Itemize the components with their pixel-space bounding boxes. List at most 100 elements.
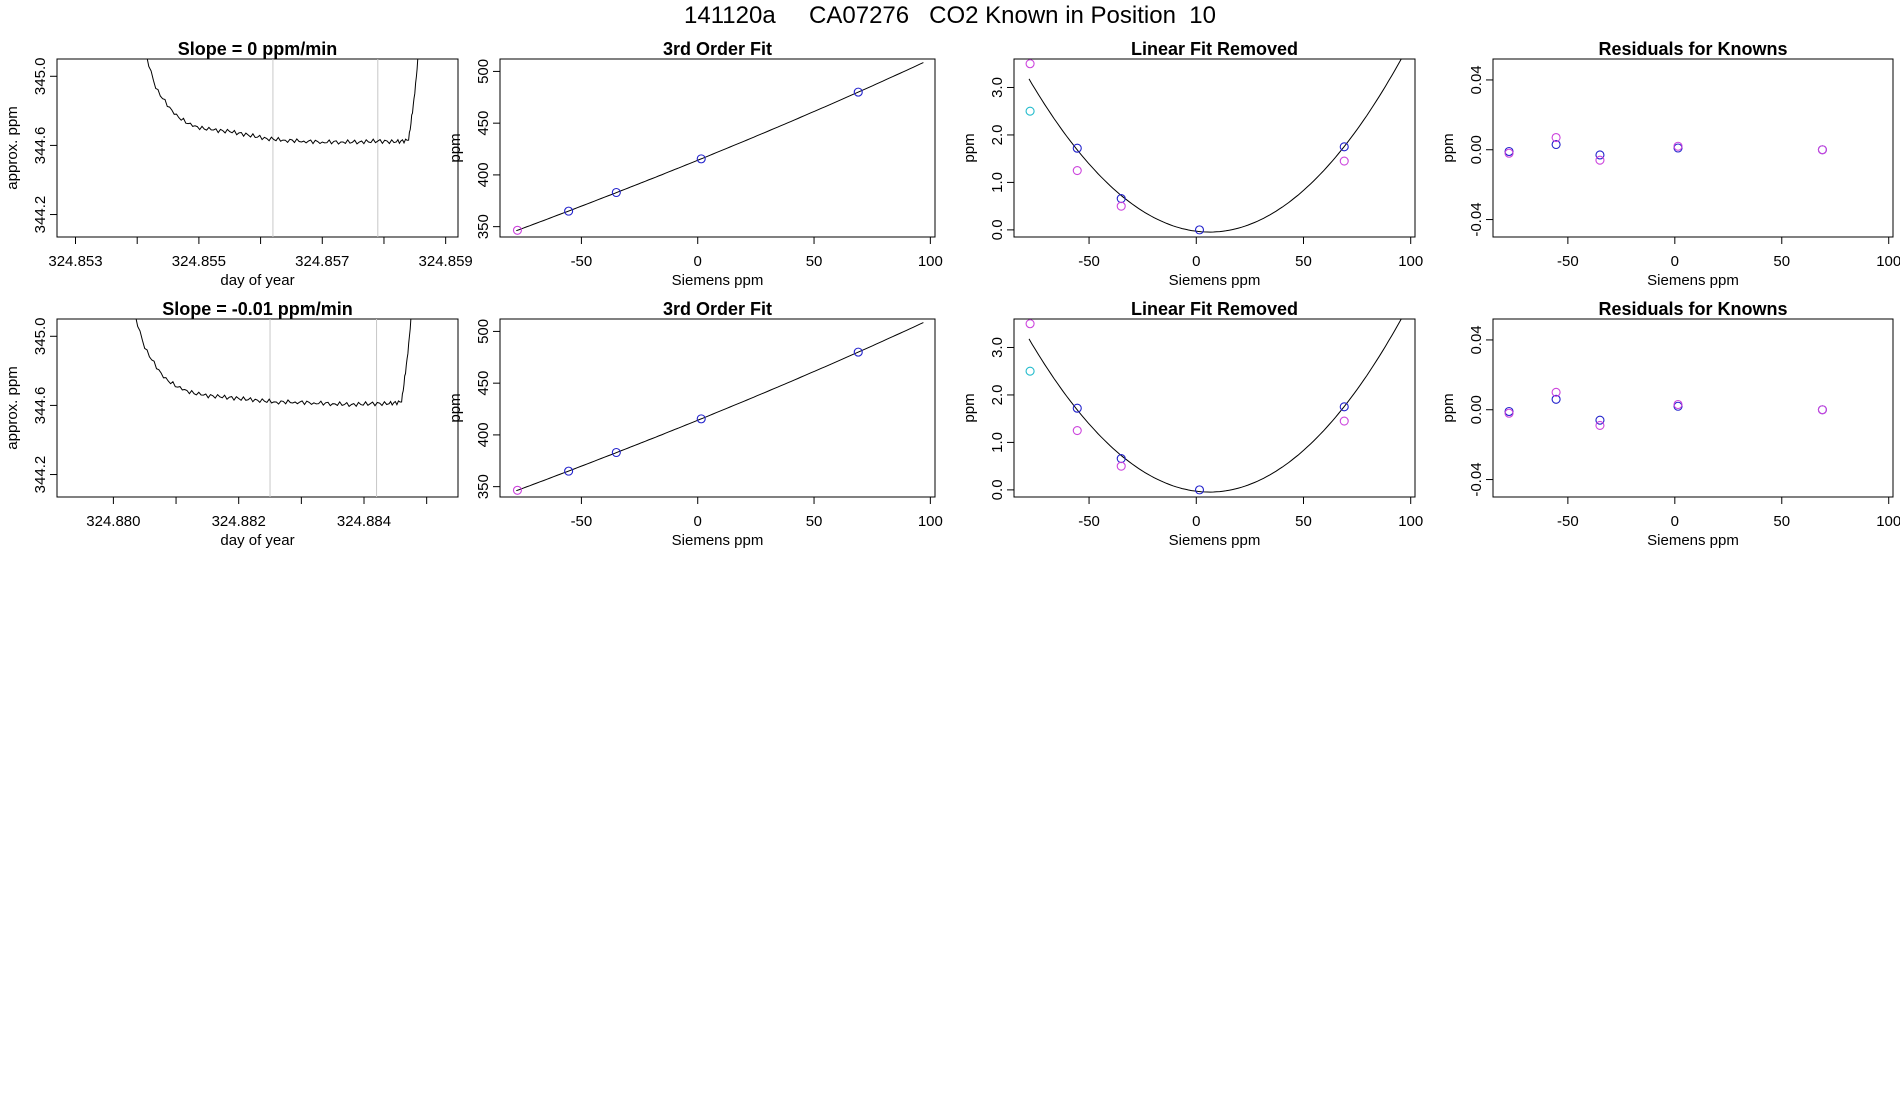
y-tick-label: 400 — [475, 422, 492, 447]
x-axis-label: Siemens ppm — [1647, 532, 1739, 549]
x-tick-label: 324.880 — [86, 513, 140, 530]
plot-area — [512, 322, 924, 495]
x-tick-label: 100 — [1398, 253, 1423, 270]
x-tick-label: 50 — [1773, 513, 1790, 530]
x-tick-label: -50 — [571, 253, 593, 270]
x-tick-label: 100 — [1876, 513, 1900, 530]
data-point — [512, 485, 522, 495]
data-point — [1116, 461, 1126, 471]
panel-linear-removed-1: Linear Fit Removed -50 0 50 100 0.0 1.0 2.0 3.0 S… — [961, 39, 1423, 289]
data-point — [1072, 165, 1082, 176]
x-tick-label: 324.882 — [212, 513, 266, 530]
x-tick-label: 100 — [1876, 253, 1900, 270]
x-tick-label: 100 — [918, 513, 943, 530]
x-tick-label: -50 — [1557, 253, 1579, 270]
series-line — [146, 59, 419, 145]
x-tick-label: 50 — [1295, 513, 1312, 530]
panel-title: Linear Fit Removed — [1131, 299, 1298, 319]
x-tick-label: -50 — [1078, 513, 1100, 530]
x-tick-label: 100 — [1398, 513, 1423, 530]
y-tick-label: 0.04 — [1468, 325, 1485, 354]
panel-title: Slope = -0.01 ppm/min — [162, 299, 353, 319]
plot-area — [1504, 132, 1827, 165]
panel-fit-1: 3rd Order Fit -50 0 50 100 350 400 450 500 Siemen… — [447, 39, 943, 289]
fit-curve — [1028, 319, 1402, 493]
y-tick-label: 450 — [475, 111, 492, 136]
y-tick-label: 450 — [475, 371, 492, 396]
y-axis-label: approx. ppm — [4, 106, 21, 189]
fit-curve — [516, 62, 924, 232]
plot-area — [1025, 59, 1402, 235]
data-point — [1551, 387, 1561, 397]
x-tick-label: -50 — [1557, 513, 1579, 530]
plot-area — [135, 319, 412, 497]
data-point — [1595, 155, 1605, 165]
panel-title: 3rd Order Fit — [663, 39, 772, 59]
plot-frame — [499, 58, 936, 238]
panel-title: Linear Fit Removed — [1131, 39, 1298, 59]
x-tick-label: 0 — [1192, 253, 1200, 270]
x-tick-label: 324.853 — [48, 253, 102, 270]
data-point — [1817, 405, 1827, 415]
panel-timeseries-1: Slope = 0 ppm/min 324.853 324.855 324.857 32… — [4, 39, 473, 289]
x-tick-label: 100 — [918, 253, 943, 270]
panel-linear-removed-2: Linear Fit Removed -50 0 50 100 0.0 1.0 2.0 3.0 S… — [961, 299, 1423, 549]
data-point — [1673, 399, 1683, 410]
data-point — [1339, 416, 1349, 426]
x-tick-label: 0 — [694, 253, 702, 270]
data-point — [1025, 59, 1035, 69]
x-tick-label: 0 — [1671, 253, 1679, 270]
plot-frame — [1013, 318, 1416, 498]
y-tick-label: -0.04 — [1468, 202, 1485, 236]
data-point — [1595, 420, 1605, 431]
x-axis-label: Siemens ppm — [672, 272, 764, 289]
panel-title: Residuals for Knowns — [1598, 39, 1787, 59]
data-point — [1072, 403, 1082, 413]
data-point — [1116, 201, 1126, 211]
data-point — [1025, 366, 1035, 376]
panel-title: 3rd Order Fit — [663, 299, 772, 319]
y-tick-label: 500 — [475, 319, 492, 344]
y-tick-label: 345.0 — [32, 58, 49, 96]
plot-frame — [499, 318, 936, 498]
data-point — [1194, 485, 1205, 495]
panel-fit-2: 3rd Order Fit -50 0 50 100 350 400 450 500 Siemen… — [447, 299, 943, 549]
x-tick-label: 50 — [1295, 253, 1312, 270]
y-tick-label: 344.2 — [32, 456, 49, 494]
y-tick-label: 0.00 — [1468, 135, 1485, 164]
y-tick-label: 500 — [475, 59, 492, 84]
y-tick-label: 0.00 — [1468, 395, 1485, 424]
y-tick-label: 344.6 — [32, 387, 49, 425]
y-tick-label: 1.0 — [989, 172, 1006, 193]
y-tick-label: -0.04 — [1468, 462, 1485, 496]
data-point — [564, 206, 574, 216]
x-tick-label: 0 — [1671, 513, 1679, 530]
data-point — [1504, 408, 1514, 418]
data-point — [1504, 148, 1514, 158]
panel-title: Residuals for Knowns — [1598, 299, 1787, 319]
page-title: 141120a CA07276 CO2 Known in Position 10 — [684, 2, 1216, 29]
y-axis-label: ppm — [1440, 133, 1457, 162]
y-tick-label: 344.2 — [32, 196, 49, 234]
y-axis-label: approx. ppm — [4, 366, 21, 449]
plot-area — [146, 59, 419, 237]
y-tick-label: 3.0 — [989, 77, 1006, 98]
y-axis-label: ppm — [961, 393, 978, 422]
x-axis-label: Siemens ppm — [1169, 272, 1261, 289]
panel-timeseries-2: Slope = -0.01 ppm/min 324.880 324.882 324.8… — [4, 299, 459, 549]
x-axis-label: Siemens ppm — [1647, 272, 1739, 289]
x-axis-label: Siemens ppm — [1169, 532, 1261, 549]
y-tick-label: 0.04 — [1468, 65, 1485, 94]
data-point — [1339, 142, 1349, 152]
data-point — [1072, 143, 1082, 153]
data-point — [1072, 425, 1082, 436]
fit-curve — [1028, 59, 1402, 233]
x-tick-label: -50 — [571, 513, 593, 530]
data-point — [611, 187, 621, 198]
data-point — [853, 87, 863, 97]
y-tick-label: 2.0 — [989, 385, 1006, 406]
panel-residuals-2: Residuals for Knowns -50 0 50 100 -0.04 0.00 0.… — [1440, 299, 1900, 549]
plot-area — [1025, 319, 1402, 495]
x-tick-label: -50 — [1078, 253, 1100, 270]
